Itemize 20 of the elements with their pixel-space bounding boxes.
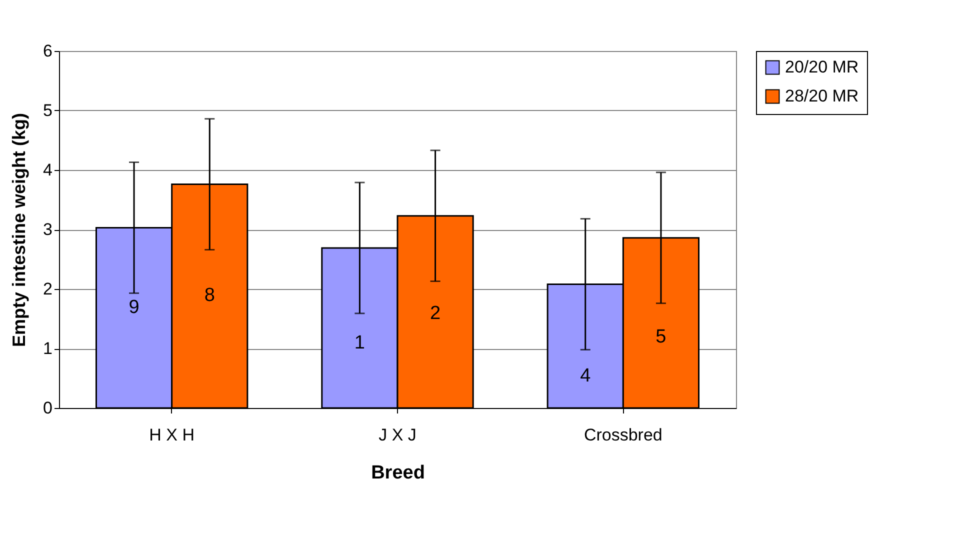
legend-label: 20/20 MR	[785, 58, 859, 76]
y-tick-label: 2	[43, 280, 52, 298]
annotation: 1	[354, 332, 365, 354]
y-tick-label: 3	[43, 220, 52, 239]
legend-label: 28/20 MR	[785, 86, 859, 106]
annotation: 9	[128, 296, 140, 318]
y-tick-label: 5	[43, 101, 52, 120]
y-tick-label: 6	[43, 42, 52, 60]
x-tick-label: Crossbred	[584, 426, 662, 444]
x-axis-title: Breed	[371, 462, 425, 484]
annotation: 4	[580, 365, 592, 386]
x-tick-label: H X H	[149, 426, 195, 444]
annotation: 2	[430, 302, 441, 324]
y-tick-label: 0	[43, 398, 52, 418]
x-tick-label: J X J	[378, 426, 416, 444]
annotation: 8	[204, 284, 215, 306]
y-tick-label: 1	[43, 339, 52, 358]
y-axis-title: Empty intestine weight (kg)	[9, 112, 30, 348]
y-tick-label: 4	[43, 160, 52, 180]
annotation: 5	[656, 326, 666, 348]
